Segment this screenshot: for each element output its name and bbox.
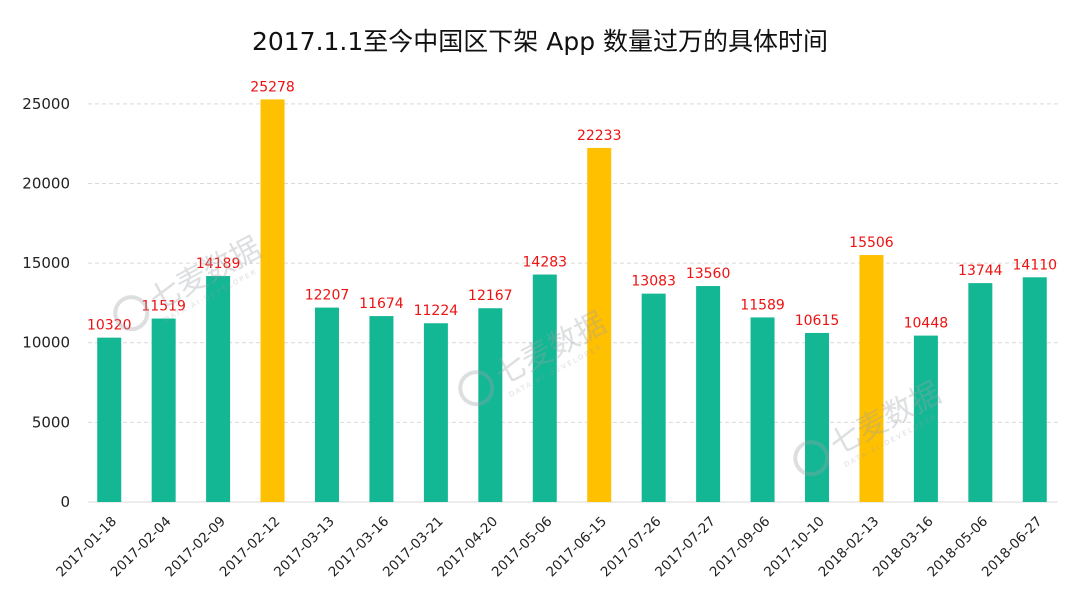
data-label: 22233 bbox=[577, 128, 622, 144]
data-label: 12167 bbox=[468, 288, 513, 304]
bar bbox=[641, 293, 666, 502]
bar bbox=[859, 255, 884, 502]
cat-logo-icon bbox=[793, 440, 830, 477]
bar bbox=[913, 335, 938, 502]
bar bbox=[315, 307, 339, 502]
bar bbox=[260, 99, 285, 503]
data-label: 10615 bbox=[795, 313, 840, 329]
y-tick-label: 5000 bbox=[32, 413, 70, 431]
data-label: 13560 bbox=[686, 266, 731, 282]
bar bbox=[696, 286, 721, 502]
bars bbox=[97, 99, 1047, 503]
data-labels: 10320 11519 14189 25278 12207 11674 11224 12167… bbox=[87, 79, 1057, 333]
bar bbox=[97, 337, 122, 502]
cat-logo-icon bbox=[458, 370, 495, 407]
bar bbox=[369, 316, 394, 502]
bar bbox=[151, 318, 176, 502]
bar bbox=[1022, 277, 1047, 502]
bar bbox=[805, 332, 829, 502]
bar bbox=[423, 323, 448, 502]
data-label: 13744 bbox=[958, 263, 1003, 279]
bar bbox=[206, 276, 231, 502]
data-label: 14110 bbox=[1013, 257, 1058, 273]
bar bbox=[750, 317, 775, 502]
cat-logo-icon bbox=[113, 295, 150, 332]
y-tick-label: 25000 bbox=[22, 95, 70, 113]
data-label: 25278 bbox=[250, 79, 295, 95]
data-label: 14283 bbox=[523, 255, 568, 271]
data-label: 12207 bbox=[305, 288, 350, 304]
bar bbox=[587, 147, 612, 502]
data-label: 11674 bbox=[359, 296, 404, 312]
bar bbox=[478, 308, 503, 502]
data-label: 15506 bbox=[849, 235, 894, 251]
y-tick-label: 15000 bbox=[22, 254, 70, 272]
data-label: 10320 bbox=[87, 318, 132, 334]
data-label: 11589 bbox=[740, 297, 785, 313]
bar bbox=[968, 283, 993, 502]
data-label: 11224 bbox=[414, 303, 459, 319]
gridlines bbox=[88, 103, 1058, 503]
data-label: 11519 bbox=[141, 299, 186, 315]
data-label: 10448 bbox=[904, 316, 949, 332]
y-tick-label: 20000 bbox=[22, 174, 70, 192]
x-axis: 2017-01-182017-02-042017-02-092017-02-12… bbox=[53, 514, 1045, 581]
y-tick-label: 10000 bbox=[22, 334, 70, 352]
bar bbox=[532, 274, 557, 502]
y-tick-label: 0 bbox=[60, 493, 70, 511]
chart-title: 2017.1.1至今中国区下架 App 数量过万的具体时间 bbox=[252, 27, 828, 56]
y-axis: 0 5000 10000 15000 20000 25000 bbox=[22, 95, 70, 511]
data-label: 13083 bbox=[631, 274, 676, 290]
data-label: 14189 bbox=[196, 256, 241, 272]
